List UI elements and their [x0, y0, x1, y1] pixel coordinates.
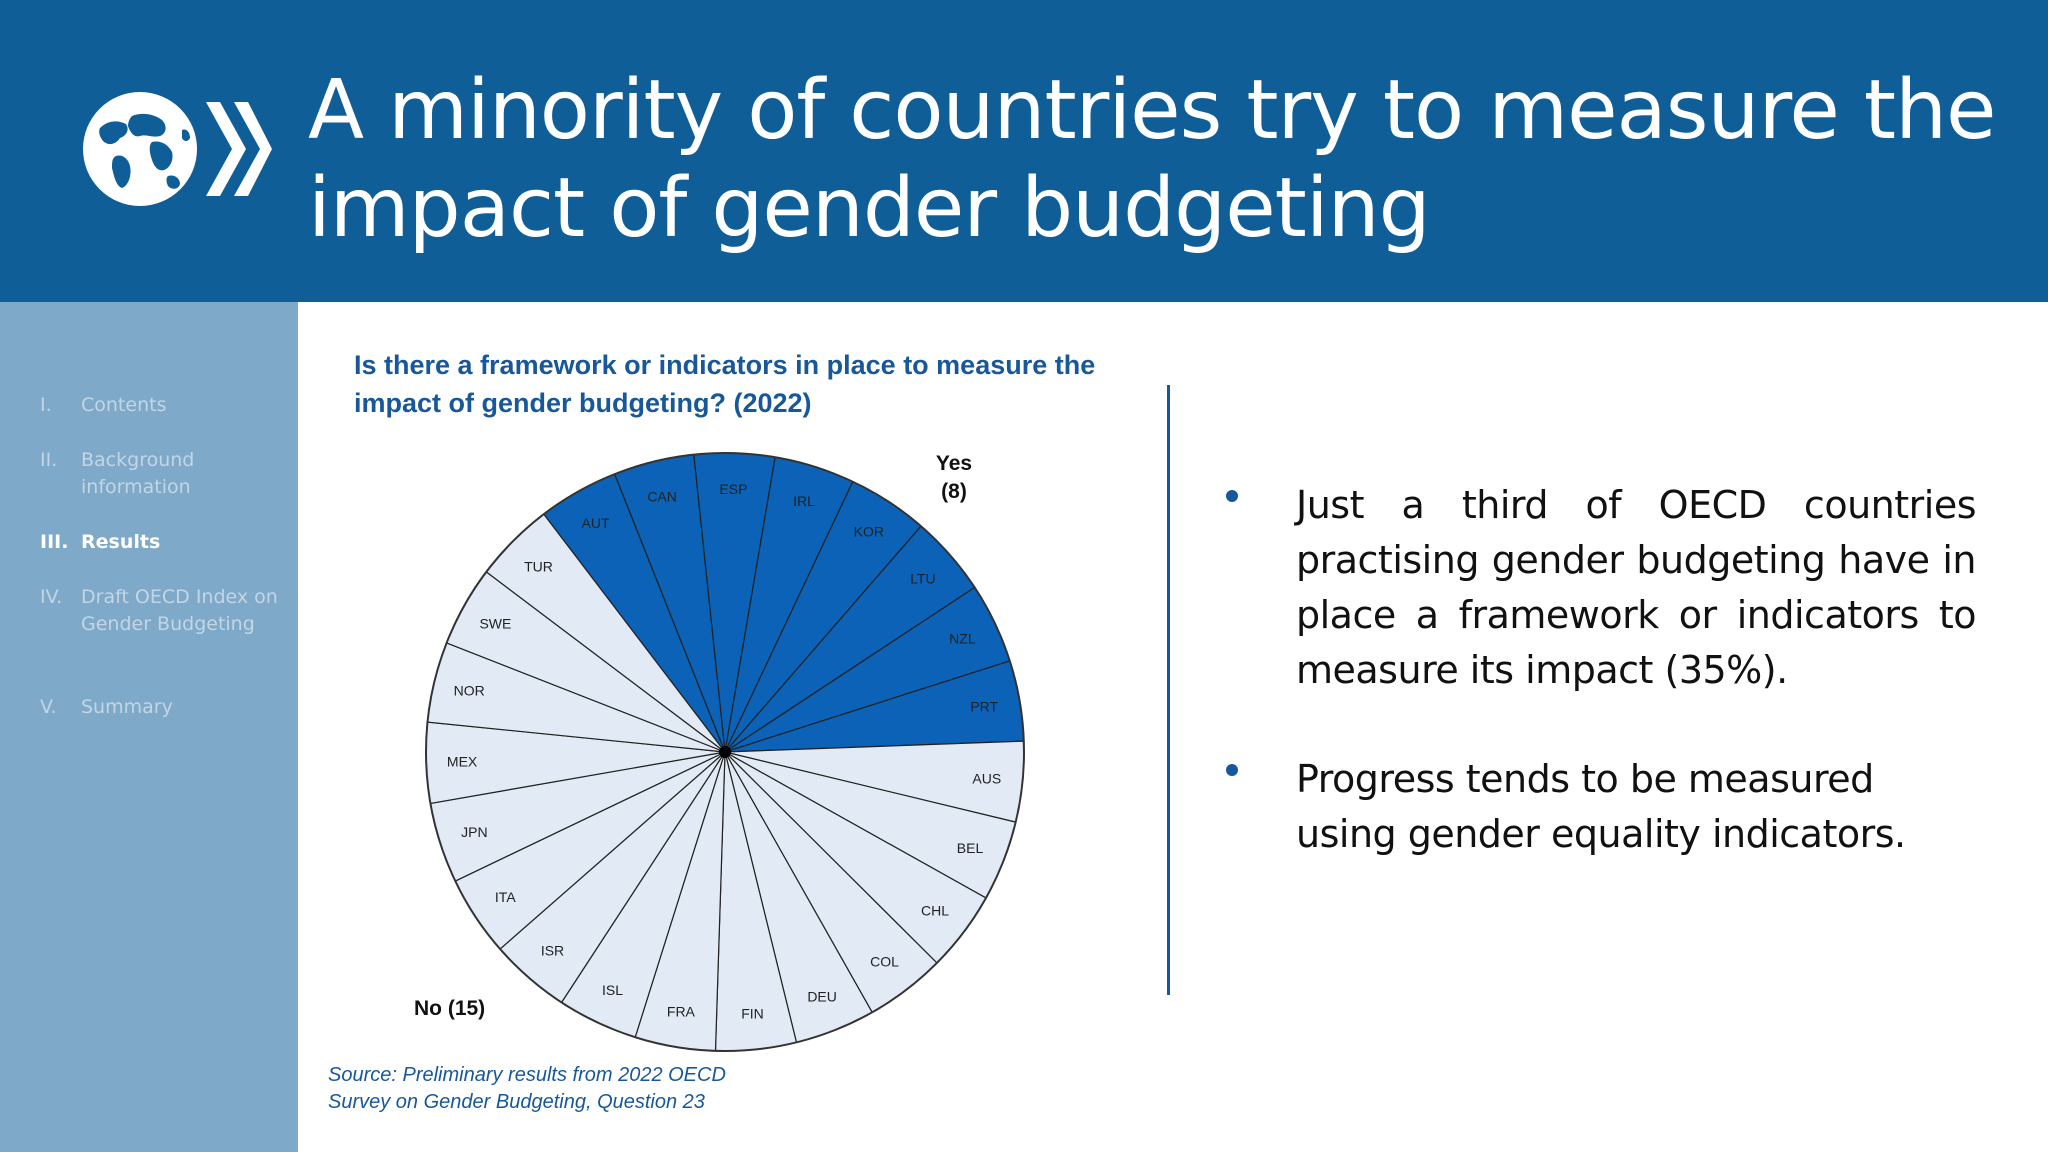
nav-label: Results [81, 531, 161, 553]
legend-yes-label: Yes [935, 452, 973, 475]
nav-label: Contents [81, 394, 167, 416]
pie-slice-label: ESP [719, 481, 747, 497]
nav-label: Summary [81, 696, 173, 718]
pie-slice-label: ISR [541, 943, 564, 959]
pie-slice-label: KOR [854, 524, 884, 540]
vertical-divider [1167, 385, 1170, 995]
pie-slice-label: NOR [454, 682, 485, 698]
pie-slice-label: IRL [793, 493, 815, 509]
source-note: Source: Preliminary results from 2022 OE… [328, 1064, 726, 1113]
nav-number: IV. [40, 586, 63, 608]
pie-slice-label: COL [870, 953, 899, 969]
pie-slice-label: ITA [495, 889, 516, 905]
bullet-item: Progress tends to be measured using gend… [1226, 752, 1976, 862]
pie-center-dot [719, 746, 731, 758]
nav-number: I. [40, 394, 52, 416]
slide-header: A minority of countries try to measure t… [0, 0, 2048, 302]
legend-no: No (15) [414, 997, 486, 1020]
nav-label: Draft OECD Index on Gender Budgeting [81, 586, 278, 635]
bullet-text: Just a third of OECD countries practisin… [1296, 483, 1977, 692]
legend-yes: Yes (8) [926, 450, 982, 506]
pie-slice-label: NZL [949, 631, 976, 647]
pie-slice-label: CAN [647, 489, 677, 505]
oecd-logo [83, 92, 272, 206]
chart-title: Is there a framework or indicators in pl… [354, 350, 1096, 418]
nav-label: Background information [81, 449, 195, 498]
pie-slice-label: DEU [807, 989, 837, 1005]
pie-slice-label: BEL [957, 840, 984, 856]
pie-slice-label: JPN [461, 824, 487, 840]
pie-slice-label: LTU [910, 571, 935, 587]
pie-slice-label: AUT [582, 515, 610, 531]
bullet-dot-icon [1226, 490, 1238, 502]
pie-slice-label: FIN [741, 1006, 764, 1022]
pie-chart: ESP IRL KOR LTU NZL PRT AUS BEL CHL COL DEU FIN FRA I… [425, 452, 1025, 1052]
slide-title: A minority of countries try to measure t… [308, 63, 1997, 256]
pie-slice-label: ISL [602, 982, 623, 998]
nav-number: III. [40, 531, 69, 553]
pie-outline [425, 452, 1025, 1052]
section-sidebar: I. Contents II. Background information I… [0, 302, 298, 1152]
pie-slice-label: FRA [667, 1003, 696, 1019]
bullet-item: Just a third of OECD countries practisin… [1226, 478, 1977, 698]
legend-yes-count: (8) [941, 480, 967, 503]
pie-slice-label: PRT [970, 699, 998, 715]
pie-slice-label: MEX [447, 754, 478, 770]
nav-number: II. [40, 449, 58, 471]
pie-slice-label: CHL [921, 903, 949, 919]
pie-slices [425, 452, 1025, 1052]
pie-slice-label: AUS [972, 770, 1001, 786]
bullet-dot-icon [1226, 764, 1238, 776]
bullet-text: Progress tends to be measured using gend… [1296, 757, 1906, 856]
pie-slice-label: TUR [524, 558, 553, 574]
pie-slice-labels: ESP IRL KOR LTU NZL PRT AUS BEL CHL COL DEU FIN FRA I… [447, 481, 1001, 1022]
pie-slice-label: SWE [479, 616, 511, 632]
bullet-list: Just a third of OECD countries practisin… [1226, 478, 1977, 916]
nav-number: V. [40, 696, 57, 718]
